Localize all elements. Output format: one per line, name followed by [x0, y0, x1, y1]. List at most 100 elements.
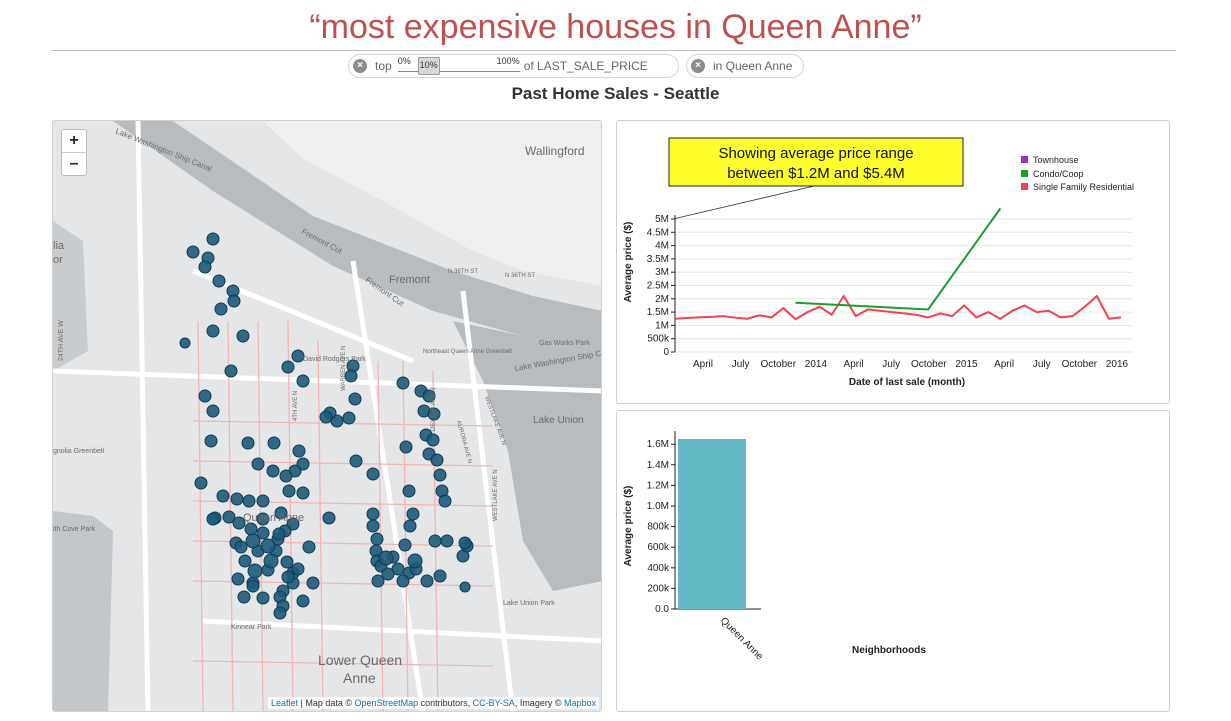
sale-marker[interactable] — [256, 512, 270, 526]
sale-marker[interactable] — [236, 329, 250, 343]
sale-marker[interactable] — [344, 369, 358, 383]
sale-marker[interactable] — [366, 519, 380, 533]
sale-marker[interactable] — [420, 574, 434, 588]
sale-marker[interactable] — [407, 553, 423, 569]
sale-marker[interactable] — [238, 554, 252, 568]
sale-marker[interactable] — [256, 526, 270, 540]
zoom-in-button[interactable]: + — [69, 132, 79, 149]
sale-marker[interactable] — [206, 404, 220, 418]
sale-marker[interactable] — [399, 440, 413, 454]
sale-marker[interactable] — [291, 349, 305, 363]
sale-marker[interactable] — [263, 553, 279, 569]
sale-marker[interactable] — [296, 374, 310, 388]
series-line-condo-coop[interactable] — [795, 207, 1002, 311]
sale-marker[interactable] — [216, 489, 230, 503]
sale-marker[interactable] — [241, 436, 255, 450]
sale-marker[interactable] — [222, 510, 236, 524]
map-panel[interactable]: Lake Washington Ship Canal Wallingford F… — [52, 120, 602, 712]
sale-marker[interactable] — [204, 434, 218, 448]
sale-marker[interactable] — [438, 494, 452, 508]
filter-chip-price[interactable]: × top 0% 10% 100% of LAST_SALE_PRICE — [348, 54, 679, 78]
sale-marker[interactable] — [398, 538, 412, 552]
sale-marker[interactable] — [319, 410, 333, 424]
sale-marker[interactable] — [428, 534, 442, 548]
osm-link[interactable]: OpenStreetMap — [354, 698, 419, 708]
bar-queen-anne[interactable] — [678, 439, 746, 609]
sale-marker[interactable] — [206, 512, 220, 526]
sale-marker[interactable] — [422, 389, 436, 403]
sale-marker[interactable] — [272, 527, 286, 541]
series-line-single-family-residential[interactable] — [674, 294, 1122, 321]
sale-marker[interactable] — [433, 569, 447, 583]
sale-marker[interactable] — [273, 606, 287, 620]
legend-label-sfr[interactable]: Single Family Residential — [1033, 182, 1134, 192]
sale-marker[interactable] — [402, 484, 416, 498]
sale-marker[interactable] — [282, 484, 296, 498]
sale-marker[interactable] — [426, 433, 440, 447]
sale-marker[interactable] — [458, 536, 472, 550]
sale-marker[interactable] — [274, 506, 288, 520]
sale-marker[interactable] — [427, 407, 441, 421]
slider-handle[interactable]: 10% — [417, 57, 440, 75]
sale-marker[interactable] — [198, 260, 212, 274]
sale-marker[interactable] — [396, 376, 410, 390]
sale-marker[interactable] — [260, 538, 276, 554]
sale-marker[interactable] — [186, 245, 200, 259]
sale-marker[interactable] — [371, 574, 385, 588]
sale-marker[interactable] — [230, 492, 244, 506]
sale-marker[interactable] — [378, 550, 394, 566]
sale-marker[interactable] — [342, 411, 356, 425]
sale-marker[interactable] — [279, 469, 293, 483]
sale-marker[interactable] — [459, 581, 471, 593]
sale-markers[interactable] — [179, 232, 474, 620]
sale-marker[interactable] — [322, 511, 336, 525]
sale-marker[interactable] — [381, 567, 395, 581]
sale-marker[interactable] — [256, 591, 270, 605]
sale-marker[interactable] — [296, 594, 310, 608]
sale-marker[interactable] — [267, 436, 281, 450]
sale-marker[interactable] — [246, 579, 260, 593]
sale-marker[interactable] — [227, 294, 241, 308]
sale-marker[interactable] — [179, 337, 191, 349]
sale-marker[interactable] — [291, 562, 305, 576]
remove-filter-icon[interactable]: × — [691, 59, 705, 73]
sale-marker[interactable] — [281, 360, 295, 374]
sale-marker[interactable] — [231, 572, 245, 586]
sale-marker[interactable] — [198, 389, 212, 403]
sale-marker[interactable] — [206, 232, 220, 246]
sale-marker[interactable] — [348, 392, 362, 406]
zoom-out-button[interactable]: – — [62, 152, 86, 175]
sale-marker[interactable] — [396, 574, 410, 588]
sale-marker[interactable] — [433, 468, 447, 482]
sale-marker[interactable] — [302, 540, 316, 554]
remove-filter-icon[interactable]: × — [353, 59, 367, 73]
mapbox-link[interactable]: Mapbox — [563, 698, 596, 708]
sale-marker[interactable] — [245, 533, 261, 549]
ccbysa-link[interactable]: CC-BY-SA — [472, 698, 515, 708]
leaflet-link[interactable]: Leaflet — [271, 698, 299, 708]
sale-marker[interactable] — [224, 364, 238, 378]
sale-marker[interactable] — [406, 507, 420, 521]
sale-marker[interactable] — [281, 570, 295, 584]
sale-marker[interactable] — [244, 522, 258, 536]
sale-marker[interactable] — [214, 302, 228, 316]
sale-marker[interactable] — [280, 555, 294, 569]
sale-marker[interactable] — [247, 563, 263, 579]
sale-marker[interactable] — [242, 494, 256, 508]
sale-marker[interactable] — [251, 457, 265, 471]
sale-marker[interactable] — [403, 519, 417, 533]
sale-marker[interactable] — [366, 467, 380, 481]
sale-marker[interactable] — [292, 444, 306, 458]
sale-marker[interactable] — [266, 464, 280, 478]
sale-marker[interactable] — [366, 507, 380, 521]
sale-marker[interactable] — [440, 534, 454, 548]
percentile-slider[interactable]: 0% 10% 100% — [397, 56, 520, 76]
sale-marker[interactable] — [256, 494, 270, 508]
sale-marker[interactable] — [206, 324, 220, 338]
sale-marker[interactable] — [212, 274, 226, 288]
sale-marker[interactable] — [232, 516, 246, 530]
sale-marker[interactable] — [430, 453, 444, 467]
sale-marker[interactable] — [237, 590, 251, 604]
filter-chip-neighborhood[interactable]: × in Queen Anne — [686, 54, 804, 78]
legend-label-condo[interactable]: Condo/Coop — [1033, 169, 1084, 179]
